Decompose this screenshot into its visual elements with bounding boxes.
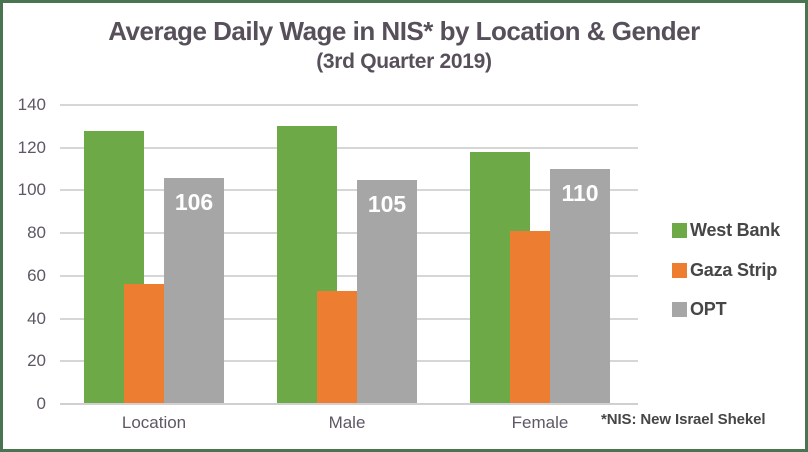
gridline-y-80 [60, 232, 638, 235]
legend: West Bank Gaza Strip OPT [672, 220, 802, 323]
legend-swatch-west-bank [672, 223, 687, 238]
y-axis-label-20: 20 [27, 351, 46, 371]
category-label-location: Location [121, 413, 187, 432]
category-label-female: Female [511, 413, 569, 432]
bar-value-label-male: 105 [367, 190, 407, 217]
gridline-y-60 [60, 274, 638, 277]
legend-label-opt: OPT [690, 299, 727, 319]
gridline-y-140 [60, 104, 638, 106]
bar-opt-male: 105 [357, 179, 417, 404]
y-axis-label-40: 40 [27, 308, 46, 328]
y-axis-label-60: 60 [27, 265, 46, 285]
legend-swatch-opt [672, 302, 687, 317]
bar-opt-location: 106 [164, 177, 224, 404]
legend-label-gaza-strip: Gaza Strip [690, 259, 778, 280]
legend-swatch-gaza-strip [672, 262, 687, 278]
y-axis-label-80: 80 [27, 223, 46, 243]
y-axis-label-120: 120 [17, 137, 46, 157]
y-axis-label-0: 0 [36, 394, 46, 413]
chart-title: Average Daily Wage in NIS* by Location &… [108, 16, 700, 46]
footnote: *NIS: New Israel Shekel [601, 411, 766, 428]
y-axis-label-100: 100 [17, 180, 46, 200]
gridline-y-120 [60, 146, 638, 149]
bar-value-label-female: 110 [561, 180, 599, 207]
chart-subtitle: (3rd Quarter 2019) [316, 50, 492, 73]
bar-value-label-location: 106 [174, 188, 214, 215]
y-axis-label-140: 140 [17, 95, 46, 114]
gridline-y-100 [60, 189, 638, 192]
bar-opt-female: 110 [550, 169, 610, 404]
x-axis-line [60, 403, 638, 405]
category-label-male: Male [328, 413, 366, 432]
legend-label-west-bank: West Bank [690, 220, 780, 240]
